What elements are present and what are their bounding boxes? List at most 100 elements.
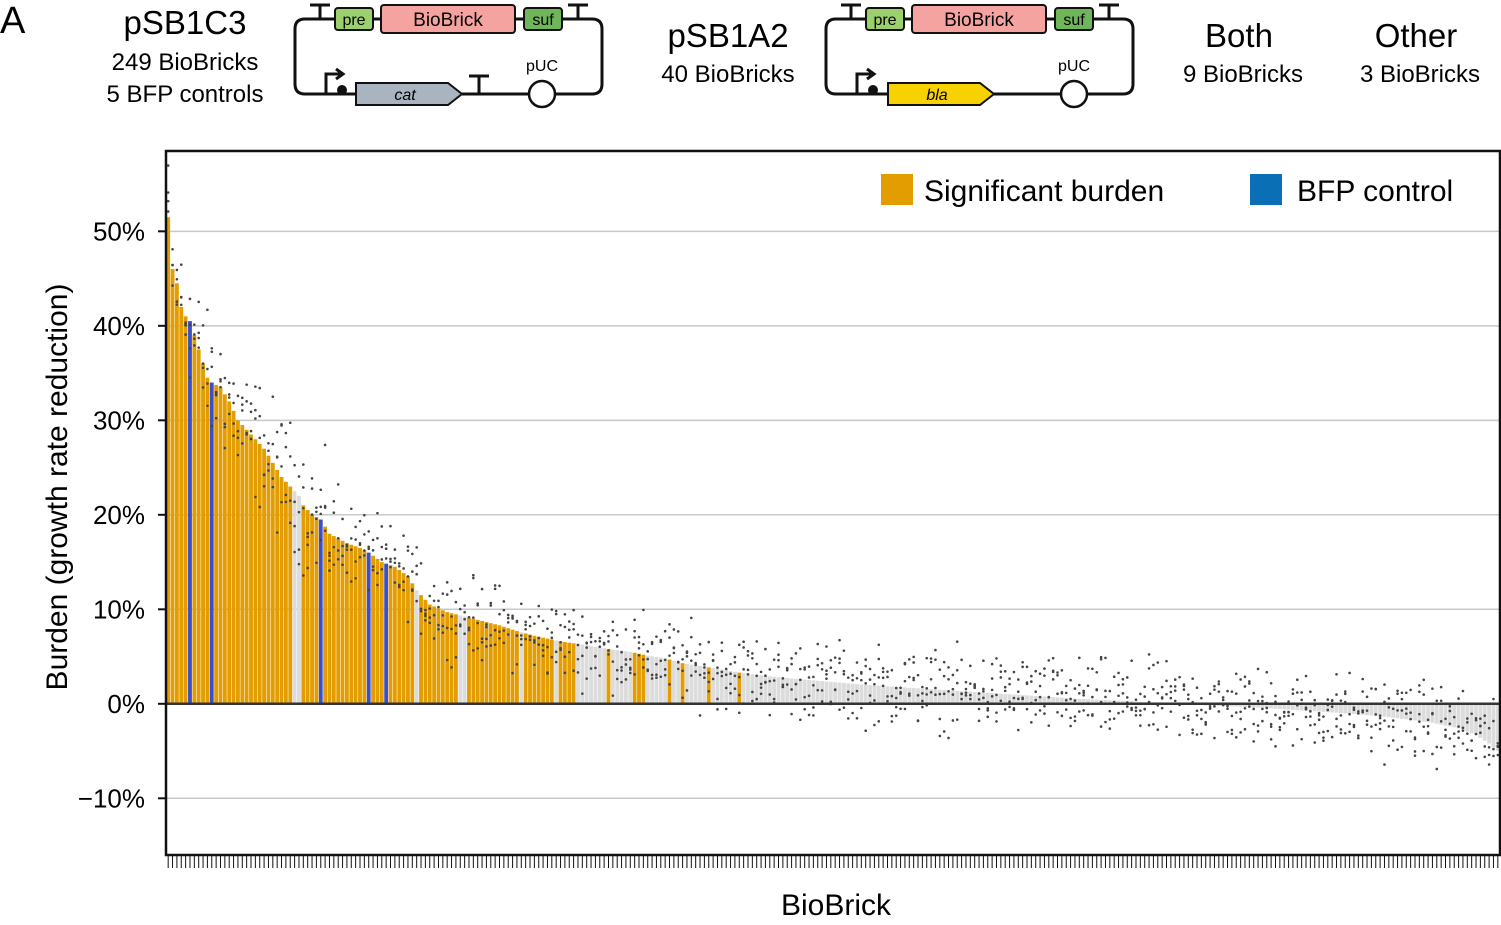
bar (1356, 703, 1361, 715)
replicate-point (1012, 670, 1016, 674)
bar (972, 691, 977, 704)
replicate-point (1104, 689, 1107, 693)
replicate-point (1304, 674, 1308, 678)
bar (833, 682, 838, 704)
replicate-point (1213, 736, 1216, 740)
replicate-point (437, 599, 440, 603)
replicate-point (1056, 711, 1059, 714)
replicate-point (807, 713, 811, 717)
bar (1029, 695, 1034, 704)
replicate-point (1069, 724, 1072, 728)
replicate-point (733, 674, 737, 678)
replicate-point (567, 628, 571, 632)
replicate-point (864, 664, 867, 668)
replicate-point (563, 655, 567, 659)
replicate-point (432, 613, 436, 617)
replicate-point (458, 587, 462, 591)
bar (1378, 703, 1383, 717)
replicate-point (1021, 696, 1024, 700)
replicate-point (799, 718, 802, 722)
replicate-point (1091, 695, 1094, 699)
replicate-point (890, 714, 894, 718)
replicate-point (397, 562, 401, 565)
replicate-point (1370, 736, 1373, 739)
replicate-point (1287, 710, 1290, 714)
burden-chart: −10% 0% 10% 20% 30% 40% 50% Significant burden… (41, 149, 1501, 922)
bar (576, 643, 580, 704)
bar (1291, 703, 1295, 710)
replicate-point (1230, 732, 1234, 736)
replicate-point (899, 692, 902, 695)
bar (1456, 703, 1461, 729)
replicate-point (1457, 725, 1460, 728)
replicate-point (624, 678, 628, 681)
replicate-point (415, 546, 418, 549)
replicate-point (1226, 689, 1229, 693)
bar (820, 681, 825, 704)
replicate-point (825, 673, 828, 676)
replicate-point (1378, 714, 1382, 718)
replicate-point (676, 661, 680, 664)
replicate-point (1130, 708, 1133, 712)
bar (780, 677, 785, 704)
replicate-point (825, 645, 828, 648)
bar (985, 692, 990, 704)
replicate-point (528, 635, 532, 638)
replicate-point (855, 689, 859, 693)
replicate-point (1265, 710, 1269, 714)
replicate-point (389, 524, 392, 528)
replicate-point (328, 554, 331, 557)
bar (789, 678, 794, 704)
replicate-point (472, 649, 475, 652)
replicate-point (1248, 699, 1251, 702)
replicate-point (1234, 711, 1238, 714)
replicate-point (1278, 725, 1282, 729)
biobrick-part (911, 4, 1047, 34)
bar (933, 689, 938, 704)
bar (196, 349, 201, 704)
bar (1042, 696, 1047, 704)
replicate-point (886, 695, 889, 698)
replicate-point (999, 676, 1003, 679)
replicate-point (306, 532, 309, 535)
replicate-point (1274, 694, 1277, 698)
origin-icon (527, 79, 557, 109)
replicate-point (947, 689, 950, 693)
replicate-point (1073, 687, 1077, 690)
replicate-point (1125, 696, 1129, 699)
bar (946, 690, 951, 704)
bar (1086, 699, 1090, 704)
replicate-point (938, 734, 942, 738)
biobrick-part (380, 4, 516, 34)
replicate-point (214, 393, 218, 397)
replicate-point (999, 670, 1003, 673)
replicate-point (201, 386, 205, 389)
bar (1256, 703, 1260, 708)
bar (397, 569, 402, 704)
replicate-point (358, 543, 362, 547)
replicate-point (720, 674, 724, 678)
replicate-point (785, 668, 789, 672)
replicate-point (275, 531, 279, 534)
replicate-point (951, 693, 955, 696)
replicate-point (1322, 736, 1325, 739)
bar (523, 633, 528, 704)
replicate-point (790, 688, 793, 691)
bar (998, 693, 1003, 704)
legend: Significant burden BFP control (881, 174, 1453, 208)
bar (1273, 703, 1278, 709)
bar (1277, 703, 1282, 710)
replicate-point (197, 336, 200, 340)
bar (855, 684, 859, 704)
replicate-point (1064, 698, 1068, 702)
replicate-point (772, 679, 776, 682)
bar (536, 636, 541, 704)
replicate-point (1483, 721, 1487, 725)
replicate-point (288, 499, 292, 503)
bar (436, 608, 441, 704)
replicate-point (772, 658, 776, 661)
bar (1391, 703, 1396, 718)
replicate-point (1073, 719, 1077, 723)
replicate-point (1217, 690, 1221, 693)
replicate-point (450, 615, 453, 618)
